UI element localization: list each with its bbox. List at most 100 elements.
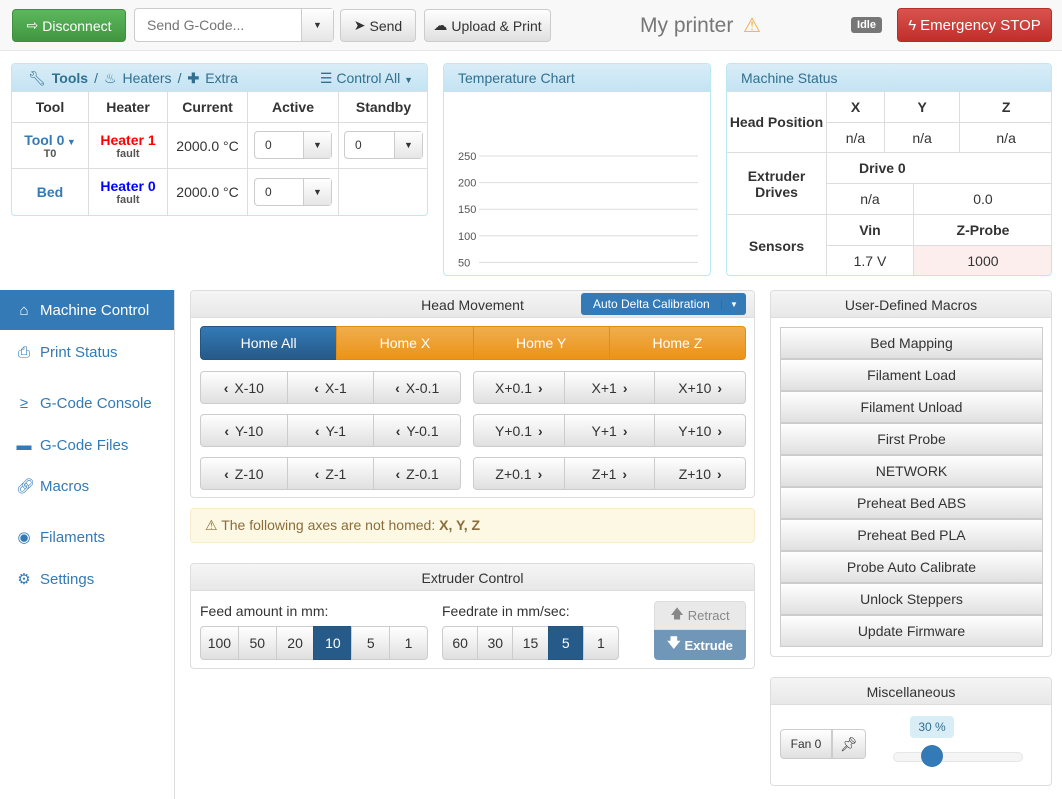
jog-xplus0.1-button[interactable]: X+0.1 › <box>473 371 565 404</box>
jog-xminus10-button[interactable]: ‹ X-10 <box>200 371 288 404</box>
extrude-button[interactable]: 🡇 Extrude <box>654 630 746 660</box>
files-icon: ▬ <box>16 436 32 454</box>
console-icon: ≥ <box>19 394 29 412</box>
feedrate-15-button[interactable]: 15 <box>512 626 549 660</box>
tool-active-temp-select[interactable]: 0 ▼ <box>254 131 332 159</box>
jog-yplus1-button[interactable]: Y+1 › <box>563 414 656 447</box>
fan-slider-tooltip: 30 % <box>910 716 954 738</box>
macro-bed-mapping-button[interactable]: Bed Mapping <box>780 327 1043 359</box>
macro-network-button[interactable]: NETWORK <box>780 455 1043 487</box>
jog-group: ‹ Y-10 ‹ Y-1 ‹ Y-0.1 <box>200 414 462 447</box>
auto-delta-calibration-button[interactable]: Auto Delta Calibration ▼ <box>581 293 746 315</box>
home-icon: ⌂ <box>19 301 29 319</box>
jog-label: X-0.1 <box>405 379 440 396</box>
jog-xminus1-button[interactable]: ‹ X-1 <box>286 371 375 404</box>
sidebar-item-g-code-console[interactable]: ≥ G-Code Console <box>0 383 174 423</box>
jog-xplus10-button[interactable]: X+10 › <box>654 371 747 404</box>
jog-group: Z+0.1 › Z+1 › Z+10 › <box>473 457 747 490</box>
tab-tools[interactable]: Tools <box>51 70 89 86</box>
bed-link[interactable]: Bed <box>36 184 64 200</box>
fan-0-button[interactable]: Fan 0 <box>780 729 832 759</box>
jog-group: ‹ X-10 ‹ X-1 ‹ X-0.1 <box>200 371 462 404</box>
home-z-button[interactable]: Home Z <box>608 326 746 360</box>
sidebar: ⌂ Machine Control ⎙ Print Status ≥ G-Code Con… <box>0 290 175 799</box>
feedrate-group: 60 30 15 5 1 <box>442 626 620 660</box>
head-movement-panel: Head Movement Auto Delta Calibration ▼ Ho… <box>190 290 755 498</box>
jog-zminus0.1-button[interactable]: ‹ Z-0.1 <box>373 457 462 490</box>
jog-zminus10-button[interactable]: ‹ Z-10 <box>200 457 288 490</box>
jog-zplus10-button[interactable]: Z+10 › <box>654 457 747 490</box>
feed-amount-100-button[interactable]: 100 <box>200 626 239 660</box>
disconnect-button[interactable]: ⇨ Disconnect <box>12 9 126 42</box>
gcode-input[interactable]: ▼ <box>134 8 334 42</box>
macro-preheat-bed-pla-button[interactable]: Preheat Bed PLA <box>780 519 1043 551</box>
jog-xminus0.1-button[interactable]: ‹ X-0.1 <box>373 371 462 404</box>
feedrate-1-button[interactable]: 1 <box>582 626 620 660</box>
home-all-button[interactable]: Home All <box>200 326 338 360</box>
jog-yminus10-button[interactable]: ‹ Y-10 <box>200 414 288 447</box>
pin-button[interactable]: 📌︎ <box>832 729 866 759</box>
jog-yplus10-button[interactable]: Y+10 › <box>654 414 747 447</box>
jog-zminus1-button[interactable]: ‹ Z-1 <box>286 457 375 490</box>
feed-amount-group: 100 50 20 10 5 1 <box>200 626 428 660</box>
sidebar-item-g-code-files[interactable]: ▬ G-Code Files <box>0 425 174 465</box>
feed-amount-1-button[interactable]: 1 <box>389 626 428 660</box>
control-all-dropdown[interactable]: ☰ Control All ▼ <box>319 70 413 86</box>
extruder-control-panel: Extruder Control Feed amount in mm: 100 5… <box>190 563 755 669</box>
jog-label: Z+10 <box>678 465 711 482</box>
sidebar-item-machine-control[interactable]: ⌂ Machine Control <box>0 290 174 330</box>
feed-amount-50-button[interactable]: 50 <box>237 626 277 660</box>
sidebar-item-label: Macros <box>40 477 90 495</box>
jog-zplus1-button[interactable]: Z+1 › <box>563 457 656 490</box>
chevron-left-icon: ‹ <box>223 379 229 396</box>
feedrate-5-button[interactable]: 5 <box>547 626 584 660</box>
send-button[interactable]: ➤ Send <box>340 9 416 42</box>
macro-filament-load-button[interactable]: Filament Load <box>780 359 1043 391</box>
tab-heaters[interactable]: Heaters <box>122 70 172 86</box>
sidebar-item-settings[interactable]: ⚙ Settings <box>0 559 174 599</box>
emergency-stop-button[interactable]: ϟ Emergency STOP <box>897 8 1052 42</box>
fan-slider-track[interactable] <box>893 752 1023 762</box>
navbar: ⇨Disconnect ▼ ➤Send ☁Upload & Print My p… <box>0 0 1062 51</box>
macro-update-firmware-button[interactable]: Update Firmware <box>780 615 1043 647</box>
jog-yminus0.1-button[interactable]: ‹ Y-0.1 <box>373 414 462 447</box>
fan-slider-handle[interactable] <box>921 745 943 767</box>
heater-1-link[interactable]: Heater 1 <box>100 131 156 148</box>
bed-active-temp-select[interactable]: 0 ▼ <box>254 178 332 206</box>
macro-preheat-bed-abs-button[interactable]: Preheat Bed ABS <box>780 487 1043 519</box>
feed-amount-5-button[interactable]: 5 <box>351 626 391 660</box>
jog-label: Y-10 <box>235 422 264 439</box>
macro-filament-unload-button[interactable]: Filament Unload <box>780 391 1043 423</box>
heater-0-link[interactable]: Heater 0 <box>100 178 156 194</box>
tool-0-dropdown[interactable]: Tool 0 ▼ <box>24 131 76 148</box>
home-y-button[interactable]: Home Y <box>472 326 610 360</box>
macro-unlock-steppers-button[interactable]: Unlock Steppers <box>780 583 1043 615</box>
sidebar-item-filaments[interactable]: ◉ Filaments <box>0 517 174 557</box>
fire-icon: ♨ <box>103 70 117 86</box>
jog-zplus0.1-button[interactable]: Z+0.1 › <box>473 457 565 490</box>
gcode-field[interactable] <box>135 9 301 41</box>
temperature-chart: 250200150100500 <box>458 151 698 269</box>
gcode-dropdown-button[interactable]: ▼ <box>301 9 333 41</box>
feedrate-60-button[interactable]: 60 <box>442 626 479 660</box>
jog-label: Z+1 <box>591 465 617 482</box>
retract-button[interactable]: 🡅 Retract <box>654 601 746 630</box>
sidebar-item-print-status[interactable]: ⎙ Print Status <box>0 332 174 372</box>
feed-amount-10-button[interactable]: 10 <box>313 626 353 660</box>
macro-probe-auto-calibrate-button[interactable]: Probe Auto Calibrate <box>780 551 1043 583</box>
chevron-left-icon: ‹ <box>224 422 230 439</box>
tab-extra[interactable]: Extra <box>205 70 238 86</box>
jog-yplus0.1-button[interactable]: Y+0.1 › <box>473 414 565 447</box>
tool-standby-temp-select[interactable]: 0 ▼ <box>344 131 423 159</box>
upload-print-button[interactable]: ☁ Upload & Print <box>424 9 551 42</box>
macro-first-probe-button[interactable]: First Probe <box>780 423 1043 455</box>
jog-xplus1-button[interactable]: X+1 › <box>563 371 656 404</box>
sidebar-item-label: Settings <box>40 570 95 588</box>
arrow-down-icon: 🡇 <box>667 635 681 650</box>
sidebar-item-macros[interactable]: 🔗︎ Macros <box>0 466 174 506</box>
jog-yminus1-button[interactable]: ‹ Y-1 <box>286 414 375 447</box>
list-icon: ☰ <box>319 70 337 86</box>
home-x-button[interactable]: Home X <box>336 326 474 360</box>
feedrate-30-button[interactable]: 30 <box>477 626 514 660</box>
feed-amount-20-button[interactable]: 20 <box>275 626 315 660</box>
